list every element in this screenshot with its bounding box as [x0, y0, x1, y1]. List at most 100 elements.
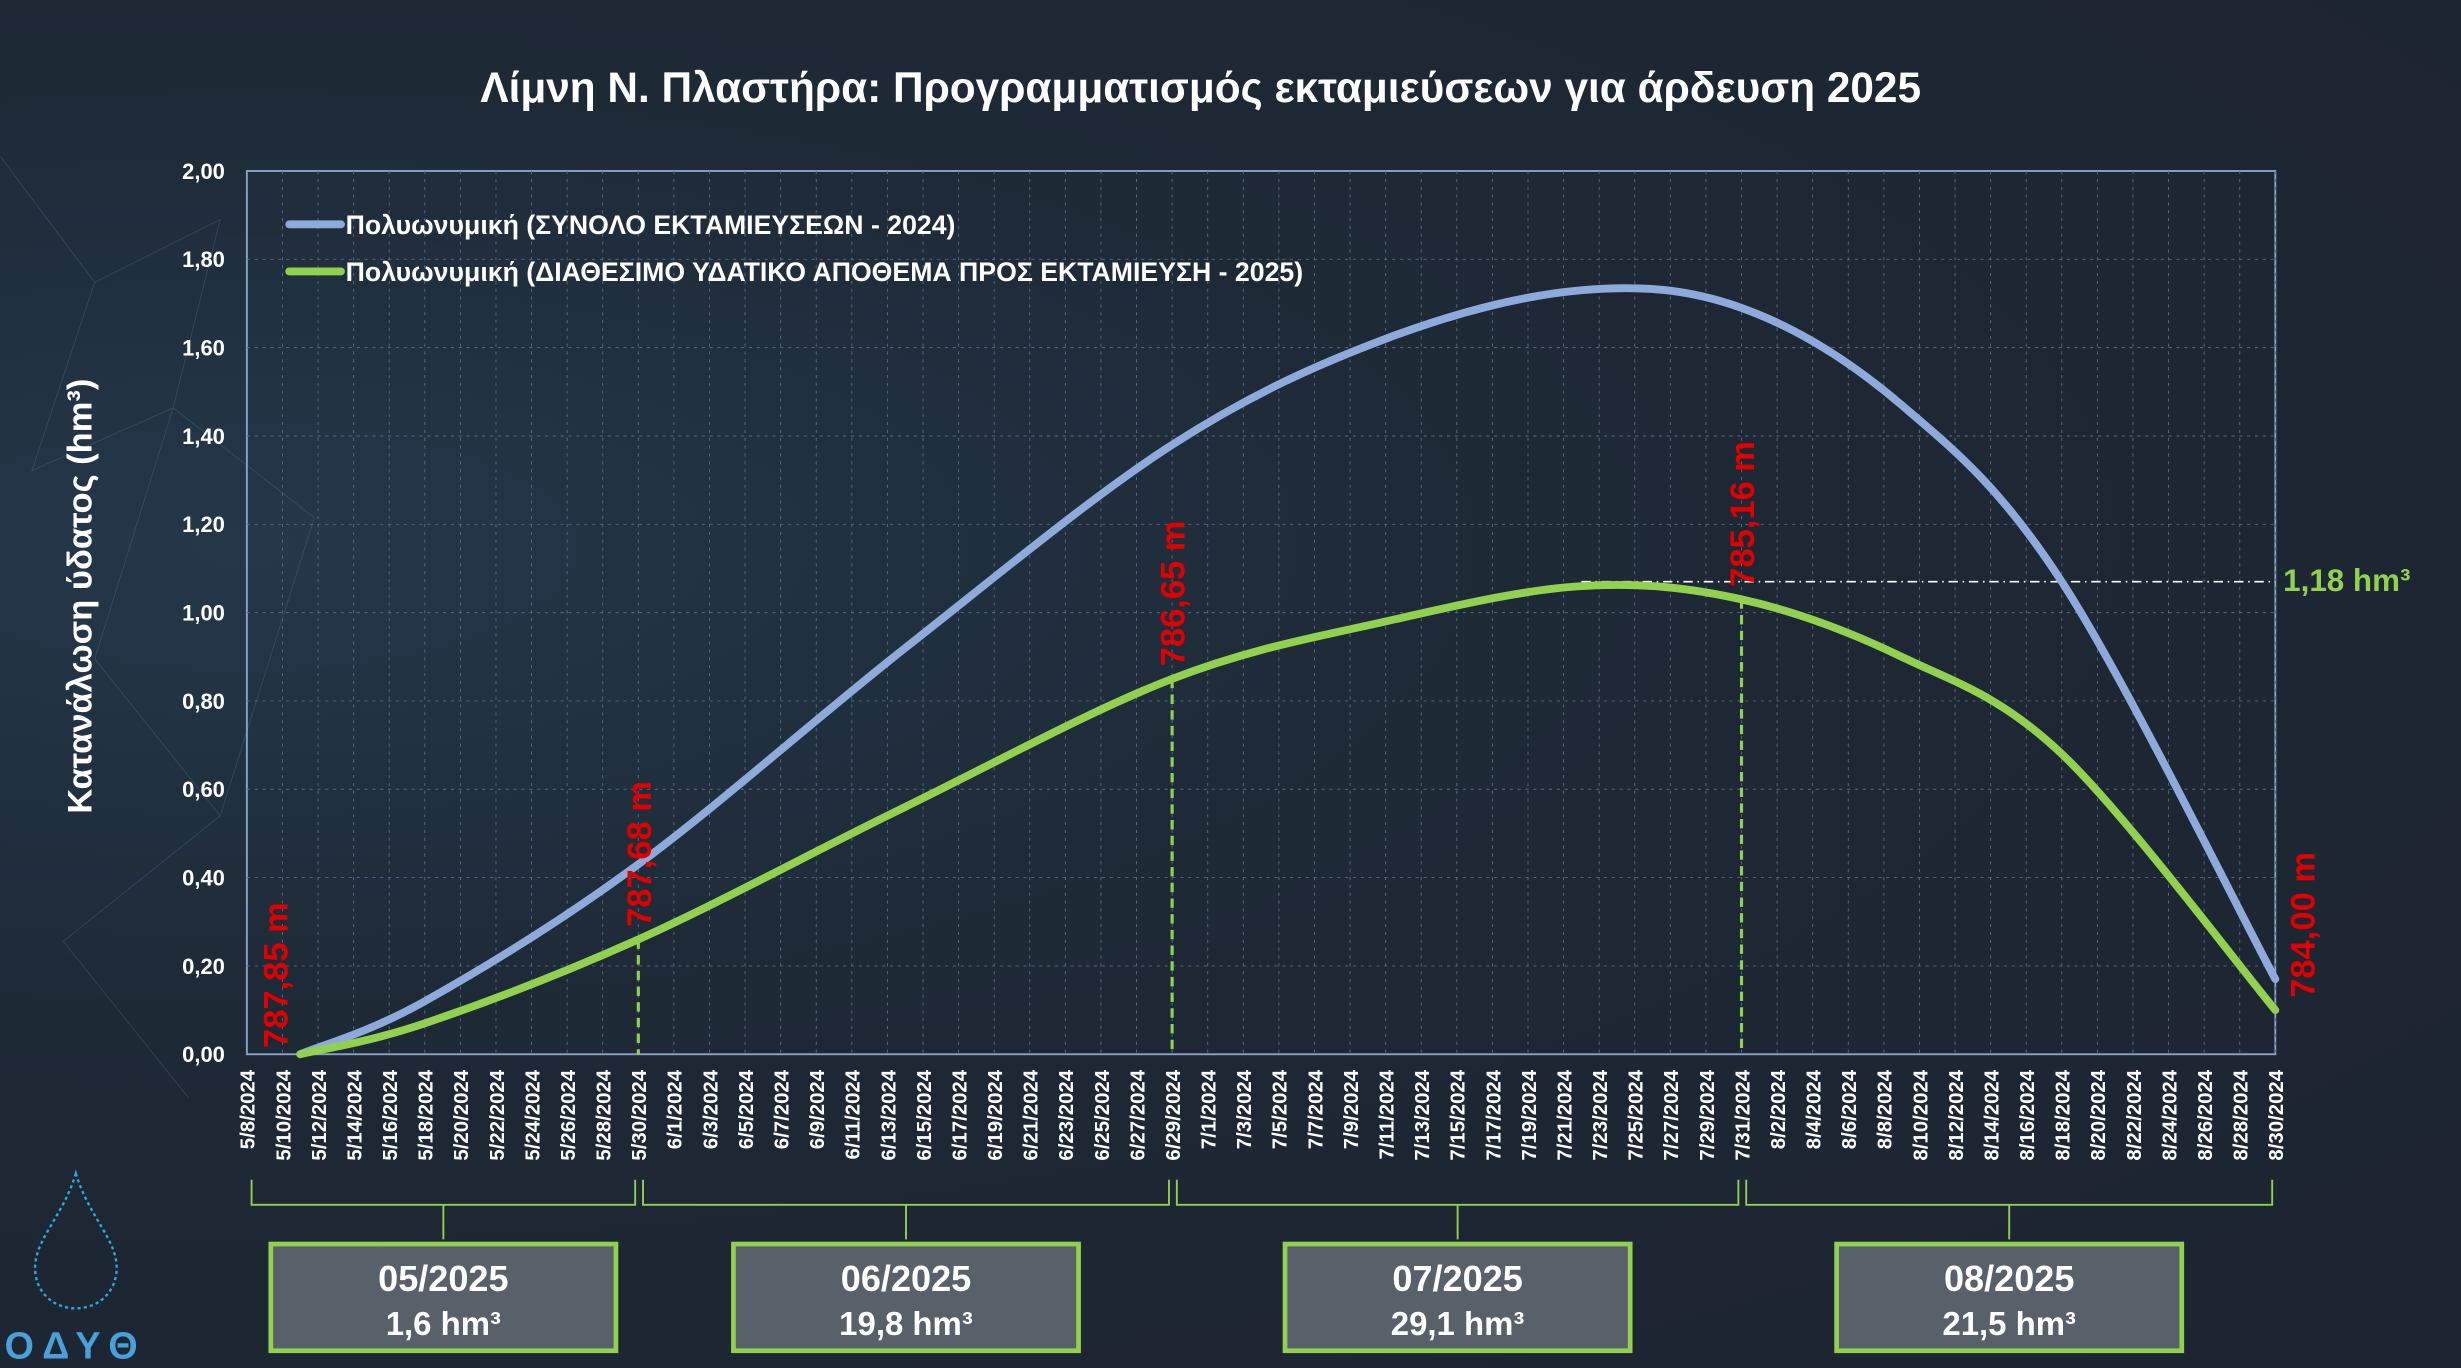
x-tick-label: 5/14/2024 [344, 1069, 366, 1160]
x-tick-label: 6/15/2024 [914, 1069, 936, 1160]
grid [246, 171, 2276, 1055]
x-tick-label: 6/17/2024 [949, 1069, 971, 1160]
x-tick-label: 6/9/2024 [807, 1069, 829, 1149]
x-tick-label: 5/26/2024 [558, 1069, 580, 1160]
x-tick-label: 7/15/2024 [1448, 1069, 1470, 1160]
x-tick-label: 5/18/2024 [416, 1069, 438, 1160]
elevation-label: 786,65 m [1155, 521, 1193, 667]
x-tick-label: 7/25/2024 [1626, 1069, 1648, 1160]
x-tick-label: 6/7/2024 [772, 1069, 794, 1149]
month-label: 08/2025 [1944, 1258, 2074, 1299]
x-tick-label: 8/20/2024 [2088, 1069, 2110, 1160]
water-drop-icon [33, 1169, 118, 1310]
month-summary: 06/2025 19,8 hm³ [642, 1179, 1170, 1354]
x-tick-label: 6/23/2024 [1056, 1069, 1078, 1160]
reference-label: 1,18 hm³ [2283, 563, 2410, 598]
x-tick-label: 7/29/2024 [1697, 1069, 1719, 1160]
x-tick-label: 5/30/2024 [629, 1069, 651, 1160]
x-tick-label: 5/16/2024 [380, 1069, 402, 1160]
x-tick-label: 5/24/2024 [522, 1069, 544, 1160]
legend-label-2024: Πολυωνυμική (ΣΥΝΟΛΟ ΕΚΤΑΜΙΕΥΣΕΩΝ - 2024) [346, 210, 956, 240]
month-box [1282, 1241, 1633, 1354]
x-tick-label: 7/19/2024 [1519, 1069, 1541, 1160]
x-tick-label: 5/10/2024 [273, 1069, 295, 1160]
x-tick-label: 8/22/2024 [2124, 1069, 2146, 1160]
elevation-label: 787,85 m [258, 902, 296, 1048]
series-line-2025 [296, 581, 2280, 1059]
x-tick-label: 8/6/2024 [1839, 1069, 1861, 1149]
network-decoration [0, 156, 315, 1099]
x-tick-label: 6/1/2024 [665, 1069, 687, 1149]
legend: Πολυωνυμική (ΣΥΝΟΛΟ ΕΚΤΑΜΙΕΥΣΕΩΝ - 2024)… [285, 210, 1303, 287]
x-tick-label: 7/23/2024 [1590, 1069, 1612, 1160]
x-tick-label: 6/19/2024 [985, 1069, 1007, 1160]
month-label: 05/2025 [378, 1258, 508, 1299]
x-tick-label: 6/13/2024 [878, 1069, 900, 1160]
x-tick-label: 6/29/2024 [1163, 1069, 1185, 1160]
x-tick-label: 6/3/2024 [700, 1069, 722, 1149]
x-tick-label: 8/18/2024 [2053, 1069, 2075, 1160]
x-tick-label: 8/28/2024 [2231, 1069, 2253, 1160]
x-tick-label: 6/27/2024 [1127, 1069, 1149, 1160]
annotations: 787,68 m 786,65 m 785,16 m 787,85 m 784,00 m… [258, 441, 2411, 1048]
x-tick-label: 8/16/2024 [2017, 1069, 2039, 1160]
x-tick-label: 8/14/2024 [1981, 1069, 2003, 1160]
y-tick-label: 0,20 [182, 954, 225, 979]
x-tick-label: 7/31/2024 [1732, 1069, 1754, 1160]
x-tick-label: 6/11/2024 [843, 1069, 865, 1159]
y-tick-label: 1,20 [182, 512, 225, 537]
month-summary: 05/2025 1,6 hm³ [250, 1179, 637, 1354]
month-bracket [642, 1179, 1170, 1240]
month-label: 06/2025 [841, 1258, 971, 1299]
chart-title: Λίμνη Ν. Πλαστήρα: Προγραμματισμός εκταμ… [480, 64, 1921, 111]
x-tick-label: 5/20/2024 [451, 1069, 473, 1160]
y-axis-title: Κατανάλωση ύδατος (hm³) [62, 379, 100, 814]
month-volume: 1,6 hm³ [386, 1305, 501, 1342]
month-box [268, 1241, 619, 1354]
elevation-label: 784,00 m [2285, 852, 2323, 998]
x-tick-label: 7/7/2024 [1305, 1069, 1327, 1149]
month-summaries: 05/2025 1,6 hm³ 06/2025 19,8 hm³ 07/2025 29,1… [250, 1179, 2274, 1354]
month-summary: 08/2025 21,5 hm³ [1745, 1179, 2274, 1354]
y-tick-label: 0,60 [182, 777, 225, 802]
logo: ΟΔΥΘ [5, 1169, 148, 1367]
x-tick-label: 8/4/2024 [1804, 1069, 1826, 1149]
x-tick-label: 5/22/2024 [487, 1069, 509, 1160]
y-tick-label: 1,60 [182, 335, 225, 360]
x-tick-label: 7/21/2024 [1554, 1069, 1576, 1160]
series-line-2024 [296, 284, 2280, 1059]
y-tick-label: 0,40 [182, 865, 225, 890]
month-box [1834, 1241, 2185, 1354]
x-tick-label: 6/25/2024 [1092, 1069, 1114, 1160]
x-tick-label: 7/9/2024 [1341, 1069, 1363, 1149]
y-tick-label: 1,40 [182, 424, 225, 449]
x-tick-label: 5/8/2024 [238, 1069, 260, 1149]
x-tick-label: 6/5/2024 [736, 1069, 758, 1149]
x-tick-label: 8/26/2024 [2195, 1069, 2217, 1160]
y-tick-label: 2,00 [182, 159, 225, 184]
x-tick-label: 7/5/2024 [1270, 1069, 1292, 1149]
x-tick-label: 5/12/2024 [309, 1069, 331, 1160]
x-tick-label: 8/8/2024 [1875, 1069, 1897, 1149]
month-bracket [250, 1179, 637, 1240]
x-axis: 5/8/2024 5/10/2024 5/12/2024 5/14/2024 5/16/… [238, 1069, 2288, 1160]
x-tick-label: 8/12/2024 [1946, 1069, 1968, 1160]
month-summary: 07/2025 29,1 hm³ [1175, 1179, 1740, 1354]
y-tick-label: 1,00 [182, 600, 225, 625]
y-tick-label: 1,80 [182, 247, 225, 272]
y-axis: 0,00 0,20 0,40 0,60 0,80 1,00 1,20 1,40 1,60 1,80… [182, 159, 225, 1067]
x-tick-label: 7/17/2024 [1483, 1069, 1505, 1160]
y-tick-label: 0,00 [182, 1042, 225, 1067]
x-tick-label: 7/3/2024 [1234, 1069, 1256, 1149]
x-tick-label: 8/24/2024 [2159, 1069, 2181, 1160]
y-tick-label: 0,80 [182, 689, 225, 714]
x-tick-label: 7/13/2024 [1412, 1069, 1434, 1160]
logo-text: ΟΔΥΘ [5, 1325, 148, 1367]
legend-label-2025: Πολυωνυμική (ΔΙΑΘΕΣΙΜΟ ΥΔΑΤΙΚΟ ΑΠΟΘΕΜΑ Π… [346, 257, 1303, 287]
elevation-label: 787,68 m [621, 781, 659, 927]
month-volume: 21,5 hm³ [1942, 1305, 2076, 1342]
month-volume: 19,8 hm³ [839, 1305, 973, 1342]
x-tick-label: 8/2/2024 [1768, 1069, 1790, 1149]
